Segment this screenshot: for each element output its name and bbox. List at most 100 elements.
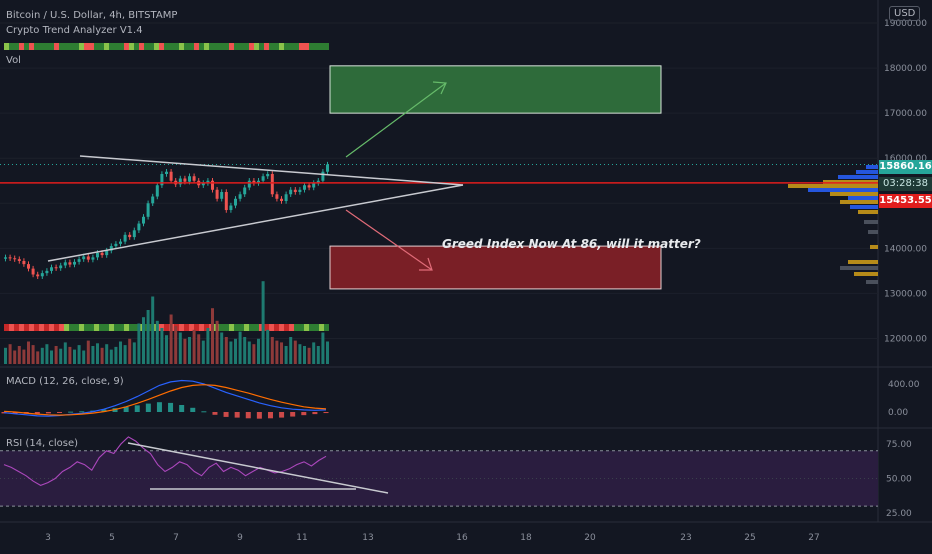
trend-strip-cell (9, 324, 14, 331)
trend-strip-cell (69, 43, 74, 50)
arrow-up (345, 82, 447, 158)
trend-strip-cell (39, 324, 44, 331)
x-tick-label: 3 (45, 533, 51, 543)
volume-bar (142, 317, 145, 364)
candle-body (31, 268, 35, 275)
candle-body (247, 180, 251, 188)
volume-bar (321, 332, 325, 364)
candle-body (50, 267, 53, 271)
trend-strip-cell (59, 324, 64, 331)
greed-index-annotation: Greed Index Now At 86, will it matter? (442, 237, 701, 251)
candle-body (22, 260, 26, 265)
candle-body (96, 252, 99, 258)
indicator-title[interactable]: Crypto Trend Analyzer V1.4 (6, 25, 143, 36)
macd-histogram-bar (12, 412, 18, 414)
x-tick-label: 25 (744, 533, 755, 543)
candle-body (27, 264, 30, 269)
trend-strip-cell (49, 43, 54, 50)
macd-histogram-bar (212, 412, 218, 415)
trend-strip-cell (89, 324, 94, 331)
candle-body (73, 261, 76, 265)
rsi-trendline (127, 442, 389, 494)
volume-bar (298, 344, 302, 364)
trend-strip-cell (54, 43, 59, 50)
target-down-zone (329, 245, 662, 290)
macd-histogram-bar (57, 412, 63, 413)
macd-histogram-bar (267, 412, 273, 419)
volume-bar (192, 329, 196, 364)
triangle-lower-line (47, 184, 464, 262)
volume-bar (54, 346, 58, 364)
volume-bar (109, 349, 113, 364)
trend-strip-cell (109, 324, 114, 331)
volume-bar (206, 328, 210, 364)
volume-profile-bar (788, 184, 878, 188)
macd-histogram-bar (34, 412, 40, 414)
candle-body (146, 203, 150, 217)
trend-strip-cell (309, 324, 314, 331)
macd-title[interactable]: MACD (12, 26, close, 9) (6, 376, 124, 387)
signal-line (3, 384, 327, 416)
trend-strip-cell (319, 324, 324, 331)
candle-body (119, 241, 122, 244)
trend-strip-cell (29, 324, 34, 331)
volume-title[interactable]: Vol (6, 55, 21, 66)
trend-strip-cell (319, 43, 324, 50)
volume-bar (77, 345, 81, 364)
volume-profile-bar (830, 192, 878, 196)
volume-bar (146, 310, 150, 364)
trend-strip-cell (59, 43, 64, 50)
macd-histogram-bar (201, 411, 207, 413)
trend-strip-cell (224, 324, 229, 331)
trend-strip-cell (4, 324, 9, 331)
volume-profile-bar (840, 200, 878, 204)
rsi-title[interactable]: RSI (14, close) (6, 438, 79, 449)
y-tick-label: 17000.00 (884, 109, 927, 119)
symbol-title[interactable]: Bitcoin / U.S. Dollar, 4h, BITSTAMP (6, 10, 178, 21)
trend-strip-cell (69, 324, 74, 331)
candle-body (151, 196, 155, 204)
volume-profile-bar (866, 165, 878, 169)
trend-strip-cell (124, 43, 129, 50)
volume-profile-bar (858, 210, 878, 214)
trend-strip-cell (19, 43, 24, 50)
candle-body (307, 185, 311, 188)
candle-body (224, 192, 228, 211)
rsi-tick-label: 50.00 (886, 474, 912, 484)
volume-bar (36, 351, 40, 364)
volume-bar (45, 344, 49, 364)
volume-profile-bar (808, 188, 878, 192)
candle-body (178, 178, 182, 185)
trend-strip-cell (139, 43, 144, 50)
volume-bar (312, 342, 316, 364)
y-tick-label: 12000.00 (884, 334, 927, 344)
trend-strip-cell (84, 43, 89, 50)
volume-bar (4, 347, 7, 364)
currency-badge[interactable]: USD (889, 6, 921, 21)
countdown-label: 03:28:38 (879, 177, 932, 191)
volume-bar (86, 340, 90, 364)
y-tick-label: 13000.00 (884, 289, 927, 299)
macd-histogram-bar (190, 407, 196, 412)
volume-profile-bar (838, 175, 878, 179)
rsi-band (0, 450, 878, 507)
triangle-upper-line (79, 155, 464, 186)
volume-bar (316, 346, 320, 364)
candle-body (63, 262, 67, 266)
trend-strip-cell (94, 43, 99, 50)
volume-bar (40, 347, 44, 364)
candle-body (252, 180, 256, 183)
volume-bar (252, 344, 256, 364)
trend-strip-cell (164, 43, 169, 50)
volume-bar (303, 346, 306, 364)
candle-body (238, 194, 242, 199)
trend-strip-cell (149, 43, 154, 50)
trend-strip-cell (289, 324, 294, 331)
trend-strip-cell (264, 324, 269, 331)
rsi-tick-label: 75.00 (886, 440, 912, 450)
level-price-label: 15453.55 (879, 194, 932, 208)
trend-strip-cell (159, 324, 164, 331)
candle-body (123, 234, 127, 242)
volume-bar (243, 337, 247, 364)
